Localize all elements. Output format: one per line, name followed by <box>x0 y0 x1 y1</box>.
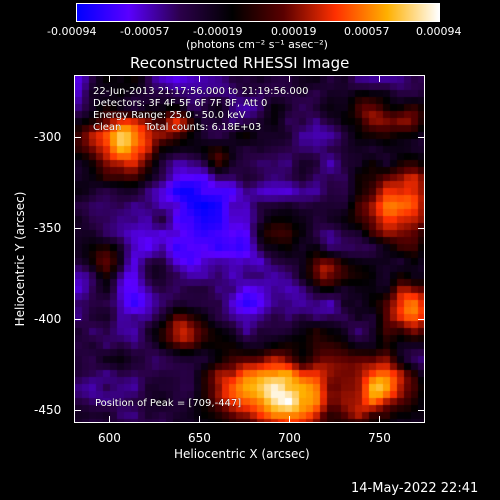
x-tick-label: 650 <box>188 431 211 445</box>
x-tick <box>289 416 290 423</box>
colorbar-tick-label: -0.00094 <box>47 25 97 38</box>
total-counts-text: Total counts: 6.18E+03 <box>145 122 262 133</box>
colorbar-tick-label: 0.00057 <box>344 25 390 38</box>
y-tick <box>418 319 425 320</box>
colorbar-tick-label: -0.00019 <box>193 25 243 38</box>
image-plot-area <box>74 75 425 423</box>
x-tick <box>289 75 290 82</box>
colorbar-tick-label: -0.00057 <box>120 25 170 38</box>
rhessi-image <box>75 76 424 422</box>
y-tick <box>418 410 425 411</box>
x-tick <box>379 75 380 82</box>
y-axis-label: Heliocentric Y (arcsec) <box>13 191 27 327</box>
clean-text: Clean <box>93 122 122 133</box>
colorbar-tick-label: 0.00019 <box>271 25 317 38</box>
x-tick <box>199 416 200 423</box>
energy-range-text: Energy Range: 25.0 - 50.0 keV <box>93 110 246 121</box>
y-tick <box>74 319 81 320</box>
colorbar-tick-label: 0.00094 <box>416 25 462 38</box>
y-tick <box>418 137 425 138</box>
peak-position-text: Position of Peak = [709,-447] <box>95 398 242 409</box>
x-tick <box>109 75 110 82</box>
y-tick-label: -300 <box>34 130 62 144</box>
colorbar-units-label: (photons cm⁻² s⁻¹ asec⁻²) <box>186 38 328 51</box>
x-tick-label: 600 <box>98 431 121 445</box>
y-tick <box>418 228 425 229</box>
x-tick-label: 750 <box>368 431 391 445</box>
y-tick-label: -450 <box>34 403 62 417</box>
detectors-text: Detectors: 3F 4F 5F 6F 7F 8F, Att 0 <box>93 98 268 109</box>
colorbar <box>76 3 440 22</box>
time-range-text: 22-Jun-2013 21:17:56.000 to 21:19:56.000 <box>93 86 309 97</box>
x-tick <box>379 416 380 423</box>
x-tick <box>109 416 110 423</box>
y-tick-label: -400 <box>34 312 62 326</box>
footer-date: 14-May-2022 22:41 <box>351 481 479 496</box>
y-tick <box>74 228 81 229</box>
x-tick <box>199 75 200 82</box>
y-tick-label: -350 <box>34 221 62 235</box>
x-tick-label: 700 <box>278 431 301 445</box>
x-axis-label: Heliocentric X (arcsec) <box>174 447 310 461</box>
plot-title: Reconstructed RHESSI Image <box>130 54 350 72</box>
y-tick <box>74 410 81 411</box>
y-tick <box>74 137 81 138</box>
